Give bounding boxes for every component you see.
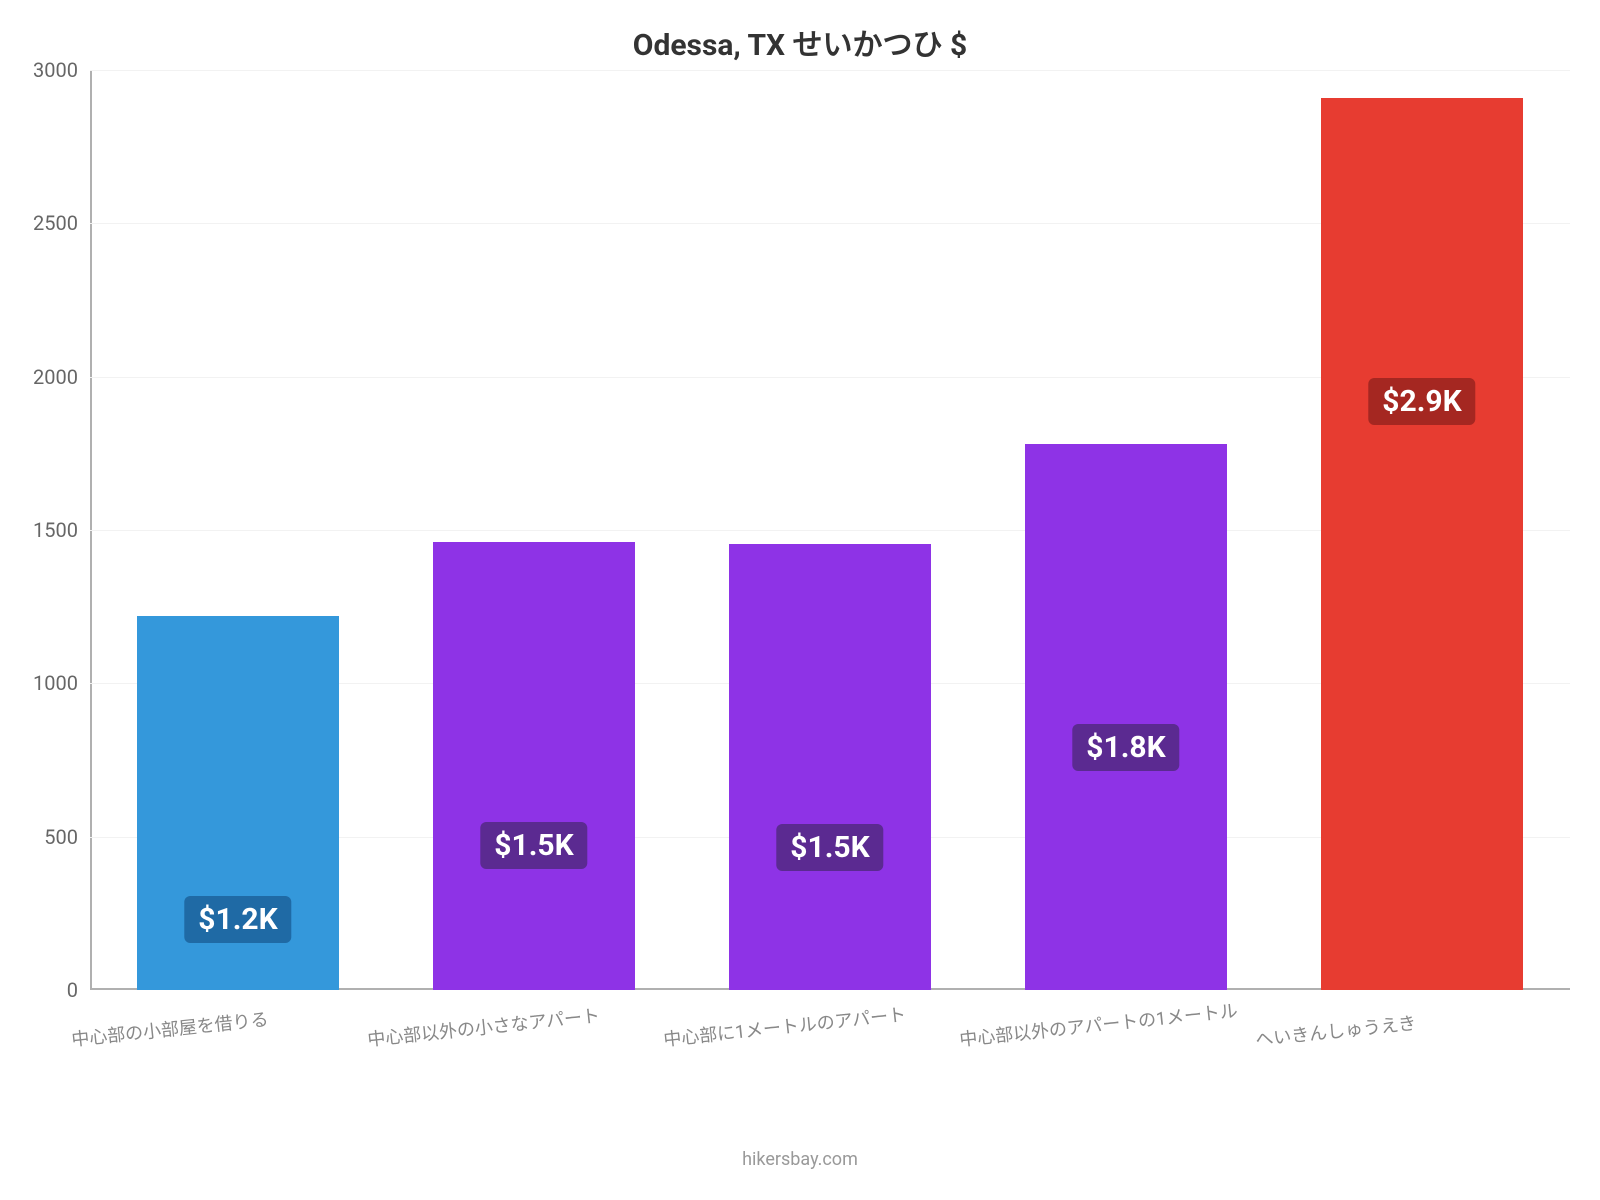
bar-value-badge: $1.5K <box>480 822 587 869</box>
x-tick-label: 中心部以外の小さなアパート <box>366 1002 601 1052</box>
y-tick-label: 500 <box>44 825 90 849</box>
x-tick-label: 中心部に1メートルのアパート <box>662 1001 907 1052</box>
bar-value-badge: $2.9K <box>1368 378 1475 425</box>
bar: $1.5K <box>729 544 930 990</box>
x-tick-label: 中心部の小部屋を借りる <box>70 1005 270 1052</box>
y-tick-label: 1500 <box>33 518 90 542</box>
y-tick-label: 2000 <box>33 365 90 389</box>
chart-title: Odessa, TX せいかつひ $ <box>0 20 1600 64</box>
bar: $1.2K <box>137 616 338 990</box>
chart-footer: hikersbay.com <box>0 1149 1600 1170</box>
bar-value-badge: $1.8K <box>1072 724 1179 771</box>
y-tick-label: 1000 <box>33 671 90 695</box>
x-tick-label: 中心部以外のアパートの1メートル <box>958 997 1239 1052</box>
bar-value-badge: $1.2K <box>184 896 291 943</box>
bar: $2.9K <box>1321 98 1522 990</box>
y-tick-label: 3000 <box>33 58 90 82</box>
gridline <box>90 70 1570 71</box>
y-tick-label: 0 <box>67 978 90 1002</box>
x-tick-label: へいきんしゅうえき <box>1254 1009 1417 1052</box>
chart-container: Odessa, TX せいかつひ $ 050010001500200025003… <box>0 0 1600 1200</box>
bar: $1.8K <box>1025 444 1226 990</box>
plot-area: 050010001500200025003000$1.2K中心部の小部屋を借りる… <box>90 70 1570 990</box>
bar: $1.5K <box>433 542 634 990</box>
bar-value-badge: $1.5K <box>776 824 883 871</box>
y-tick-label: 2500 <box>33 211 90 235</box>
